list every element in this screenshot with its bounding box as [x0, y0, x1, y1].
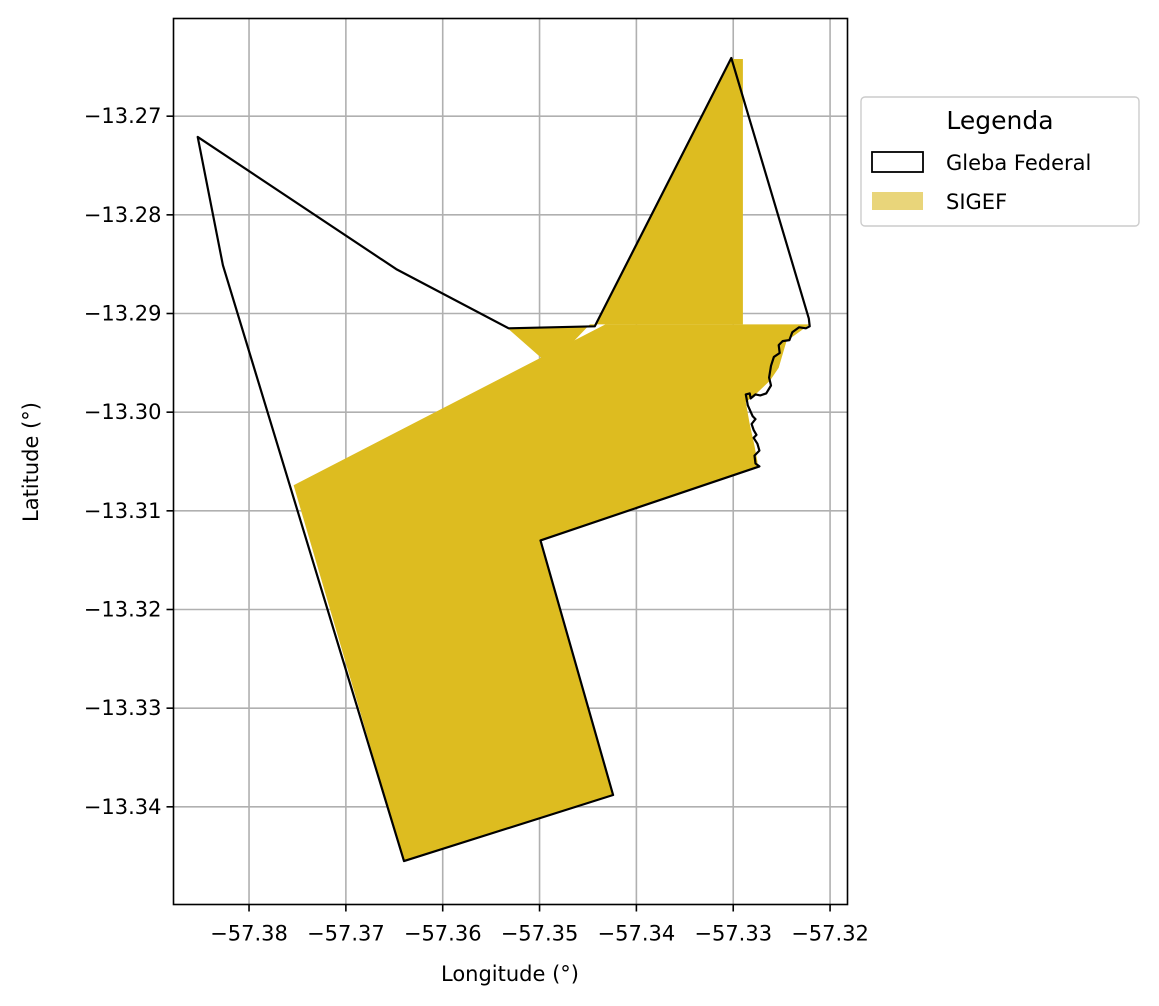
- x-tick-label: −57.36: [404, 922, 482, 946]
- x-tick-label: −57.38: [210, 922, 288, 946]
- sigef-polygon: [507, 59, 743, 366]
- x-tick-label: −57.34: [598, 922, 676, 946]
- legend-frame: [860, 96, 1140, 227]
- x-tick-label: −57.32: [791, 922, 869, 946]
- y-tick-label: −13.31: [84, 499, 162, 523]
- legend-sigef-label: SIGEF: [946, 190, 1007, 214]
- x-tick-label: −57.35: [501, 922, 579, 946]
- x-tick-label: −57.37: [307, 922, 385, 946]
- x-tick-label: −57.33: [694, 922, 772, 946]
- y-tick-label: −13.30: [84, 400, 162, 424]
- legend-sigef-swatch: [872, 192, 923, 210]
- y-tick-label: −13.33: [84, 696, 162, 720]
- y-tick-label: −13.27: [84, 104, 162, 128]
- y-axis-title: Latitude (°): [19, 402, 43, 522]
- legend-gleba-swatch: [871, 151, 924, 173]
- y-tick-label: −13.34: [84, 795, 162, 819]
- y-tick-label: −13.28: [84, 203, 162, 227]
- sigef-polygon: [293, 324, 810, 862]
- y-tick-label: −13.32: [84, 597, 162, 621]
- plot-frame: [172, 17, 849, 906]
- legend-gleba-label: Gleba Federal: [946, 151, 1091, 175]
- legend: Legenda Gleba Federal SIGEF: [860, 96, 1140, 227]
- map-data-layer: [196, 56, 811, 863]
- x-axis-title: Longitude (°): [441, 962, 579, 986]
- legend-title: Legenda: [946, 106, 1053, 135]
- gleba-federal-boundary: [196, 56, 811, 863]
- axis-ticks: −57.38 −57.37 −57.36 −57.35 −57.34 −57.33 −57.…: [84, 104, 869, 945]
- y-tick-label: −13.29: [84, 302, 162, 326]
